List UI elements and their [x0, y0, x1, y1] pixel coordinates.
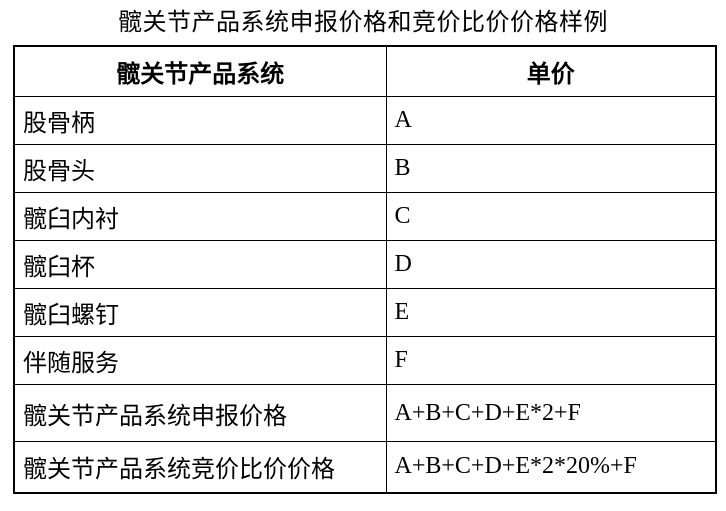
cell-product-name: 髋关节产品系统竞价比价价格 — [13, 441, 387, 493]
cell-product-name: 髋关节产品系统申报价格 — [13, 384, 387, 442]
table-header-row: 髋关节产品系统 单价 — [13, 45, 717, 97]
cell-product-name: 髋臼杯 — [13, 240, 387, 289]
cell-product-name: 髋臼内衬 — [13, 192, 387, 241]
price-table: 髋关节产品系统 单价 股骨柄 A 股骨头 B 髋臼内衬 C 髋臼杯 D 髋臼螺钉 — [13, 45, 717, 494]
cell-price-value: B — [385, 144, 717, 193]
table-row: 髋臼杯 D — [13, 240, 717, 289]
table-row: 髋臼螺钉 E — [13, 288, 717, 337]
cell-price-value: A+B+C+D+E*2+F — [385, 384, 717, 442]
cell-product-name: 股骨头 — [13, 144, 387, 193]
table-row: 髋关节产品系统竞价比价价格 A+B+C+D+E*2*20%+F — [13, 441, 717, 493]
cell-product-name: 伴随服务 — [13, 336, 387, 385]
table-row: 髋臼内衬 C — [13, 192, 717, 241]
cell-product-name: 股骨柄 — [13, 96, 387, 145]
cell-price-value: A — [385, 96, 717, 145]
header-cell-unit-price: 单价 — [385, 45, 717, 97]
header-cell-product-system: 髋关节产品系统 — [13, 45, 387, 97]
cell-price-value: C — [385, 192, 717, 241]
table-row: 髋关节产品系统申报价格 A+B+C+D+E*2+F — [13, 384, 717, 442]
table-row: 股骨头 B — [13, 144, 717, 193]
page-title: 髋关节产品系统申报价格和竞价比价价格样例 — [118, 10, 608, 36]
table-row: 伴随服务 F — [13, 336, 717, 385]
cell-price-value: D — [385, 240, 717, 289]
cell-price-value: F — [385, 336, 717, 385]
cell-product-name: 髋臼螺钉 — [13, 288, 387, 337]
cell-price-value: A+B+C+D+E*2*20%+F — [385, 441, 717, 493]
table-row: 股骨柄 A — [13, 96, 717, 145]
cell-price-value: E — [385, 288, 717, 337]
